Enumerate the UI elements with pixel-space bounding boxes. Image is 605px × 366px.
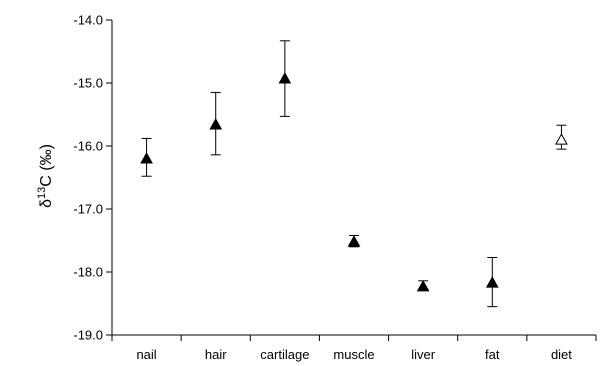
x-tick-label: hair xyxy=(205,347,227,362)
y-axis-title-prefix: δ xyxy=(38,199,55,208)
y-axis-title: δ13C (‰) xyxy=(36,144,55,208)
plot-area: -14.0 -15.0 -16.0 -17.0 -18.0 -19.0 nail hair ca… xyxy=(73,13,597,362)
y-tick-label: -18.0 xyxy=(73,265,103,280)
y-tick-label: -19.0 xyxy=(73,328,103,343)
x-tick-label: liver xyxy=(411,347,436,362)
data-point-diet xyxy=(555,133,568,145)
data-point-muscle xyxy=(347,235,361,247)
data-point-nail xyxy=(140,152,153,164)
y-axis-title-main: C (‰) xyxy=(38,144,55,187)
y-tick-label: -16.0 xyxy=(73,139,103,154)
y-tick-label: -17.0 xyxy=(73,202,103,217)
y-tick-label: -14.0 xyxy=(73,13,103,28)
data-point-cartilage xyxy=(278,72,292,84)
data-point-hair xyxy=(209,118,223,130)
x-tick-label: fat xyxy=(485,347,500,362)
x-tick-label: cartilage xyxy=(260,347,309,362)
x-tick-label: diet xyxy=(551,347,572,362)
y-axis-title-superscript: 13 xyxy=(36,187,48,199)
x-tick-label: nail xyxy=(136,347,156,362)
data-point-liver xyxy=(416,279,430,292)
y-tick-label: -15.0 xyxy=(73,76,103,91)
x-tick-label: muscle xyxy=(333,347,374,362)
data-point-fat xyxy=(485,276,499,288)
